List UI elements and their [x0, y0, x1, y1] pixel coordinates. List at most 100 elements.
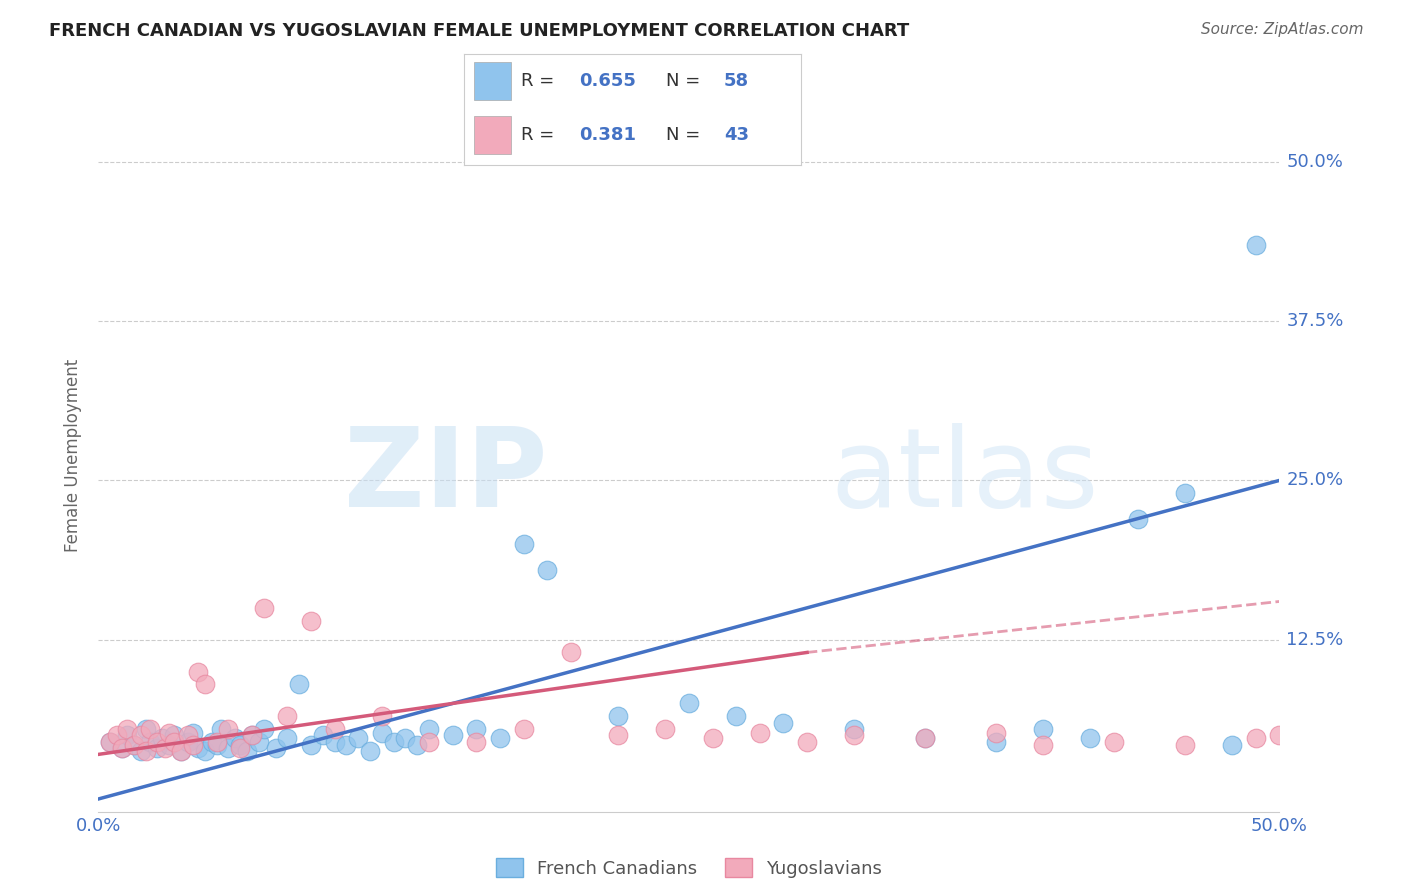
- Point: [163, 728, 186, 742]
- Point: [217, 722, 239, 736]
- Point: [209, 722, 232, 736]
- Point: [146, 741, 169, 756]
- Point: [240, 728, 263, 742]
- Point: [607, 728, 630, 742]
- Text: ZIP: ZIP: [344, 423, 547, 530]
- Point: [98, 734, 121, 748]
- Point: [299, 739, 322, 753]
- Point: [312, 728, 335, 742]
- Point: [347, 731, 370, 745]
- Point: [512, 537, 534, 551]
- Point: [115, 728, 138, 742]
- Point: [253, 722, 276, 736]
- Point: [205, 739, 228, 753]
- Point: [1174, 739, 1197, 753]
- Point: [276, 731, 298, 745]
- Point: [678, 697, 700, 711]
- Point: [536, 563, 558, 577]
- Legend: French Canadians, Yugoslavians: French Canadians, Yugoslavians: [489, 851, 889, 885]
- FancyBboxPatch shape: [474, 62, 512, 101]
- Point: [1080, 731, 1102, 745]
- Point: [1032, 722, 1054, 736]
- Text: atlas: atlas: [831, 423, 1099, 530]
- Point: [194, 677, 217, 691]
- Point: [229, 741, 252, 756]
- Point: [772, 715, 794, 730]
- Text: 25.0%: 25.0%: [1286, 471, 1344, 490]
- Point: [229, 739, 252, 753]
- Text: Source: ZipAtlas.com: Source: ZipAtlas.com: [1201, 22, 1364, 37]
- Point: [406, 739, 429, 753]
- Point: [139, 722, 162, 736]
- Point: [607, 709, 630, 723]
- Point: [139, 734, 162, 748]
- Point: [122, 739, 145, 753]
- Point: [1126, 511, 1149, 525]
- Point: [157, 725, 180, 739]
- Point: [146, 734, 169, 748]
- Point: [181, 725, 204, 739]
- Point: [371, 709, 394, 723]
- Point: [914, 731, 936, 745]
- Point: [187, 665, 209, 679]
- Point: [418, 734, 440, 748]
- Point: [560, 645, 582, 659]
- Point: [512, 722, 534, 736]
- Text: 43: 43: [724, 126, 749, 144]
- Point: [984, 734, 1007, 748]
- Point: [418, 722, 440, 736]
- Point: [157, 739, 180, 753]
- Text: N =: N =: [666, 72, 706, 90]
- Text: 12.5%: 12.5%: [1286, 631, 1344, 648]
- Text: 50.0%: 50.0%: [1286, 153, 1343, 171]
- Point: [299, 614, 322, 628]
- Point: [153, 741, 176, 756]
- Text: 58: 58: [724, 72, 749, 90]
- Point: [177, 734, 200, 748]
- Point: [135, 722, 157, 736]
- Point: [170, 743, 193, 757]
- Point: [1102, 734, 1125, 748]
- Text: 0.381: 0.381: [579, 126, 636, 144]
- Point: [725, 709, 748, 723]
- Point: [194, 743, 217, 757]
- Point: [111, 741, 134, 756]
- Point: [844, 722, 866, 736]
- Point: [748, 725, 770, 739]
- Point: [247, 734, 270, 748]
- Point: [105, 728, 128, 742]
- Point: [323, 734, 346, 748]
- Point: [984, 725, 1007, 739]
- Point: [276, 709, 298, 723]
- Point: [163, 734, 186, 748]
- Point: [264, 741, 287, 756]
- Point: [465, 722, 488, 736]
- Point: [1220, 739, 1243, 753]
- Text: R =: R =: [522, 126, 561, 144]
- Point: [465, 734, 488, 748]
- Point: [1268, 728, 1291, 742]
- Point: [1174, 486, 1197, 500]
- Text: N =: N =: [666, 126, 706, 144]
- Point: [288, 677, 311, 691]
- Point: [253, 600, 276, 615]
- Point: [181, 739, 204, 753]
- Point: [240, 728, 263, 742]
- Text: FRENCH CANADIAN VS YUGOSLAVIAN FEMALE UNEMPLOYMENT CORRELATION CHART: FRENCH CANADIAN VS YUGOSLAVIAN FEMALE UN…: [49, 22, 910, 40]
- Point: [359, 743, 381, 757]
- Point: [441, 728, 464, 742]
- Point: [129, 743, 152, 757]
- Point: [394, 731, 416, 745]
- Point: [170, 743, 193, 757]
- Point: [217, 741, 239, 756]
- Point: [1244, 731, 1267, 745]
- Point: [489, 731, 512, 745]
- Point: [177, 728, 200, 742]
- Point: [236, 743, 259, 757]
- Point: [115, 722, 138, 736]
- Point: [122, 739, 145, 753]
- Point: [844, 728, 866, 742]
- Text: 0.655: 0.655: [579, 72, 636, 90]
- Point: [224, 731, 246, 745]
- Point: [135, 743, 157, 757]
